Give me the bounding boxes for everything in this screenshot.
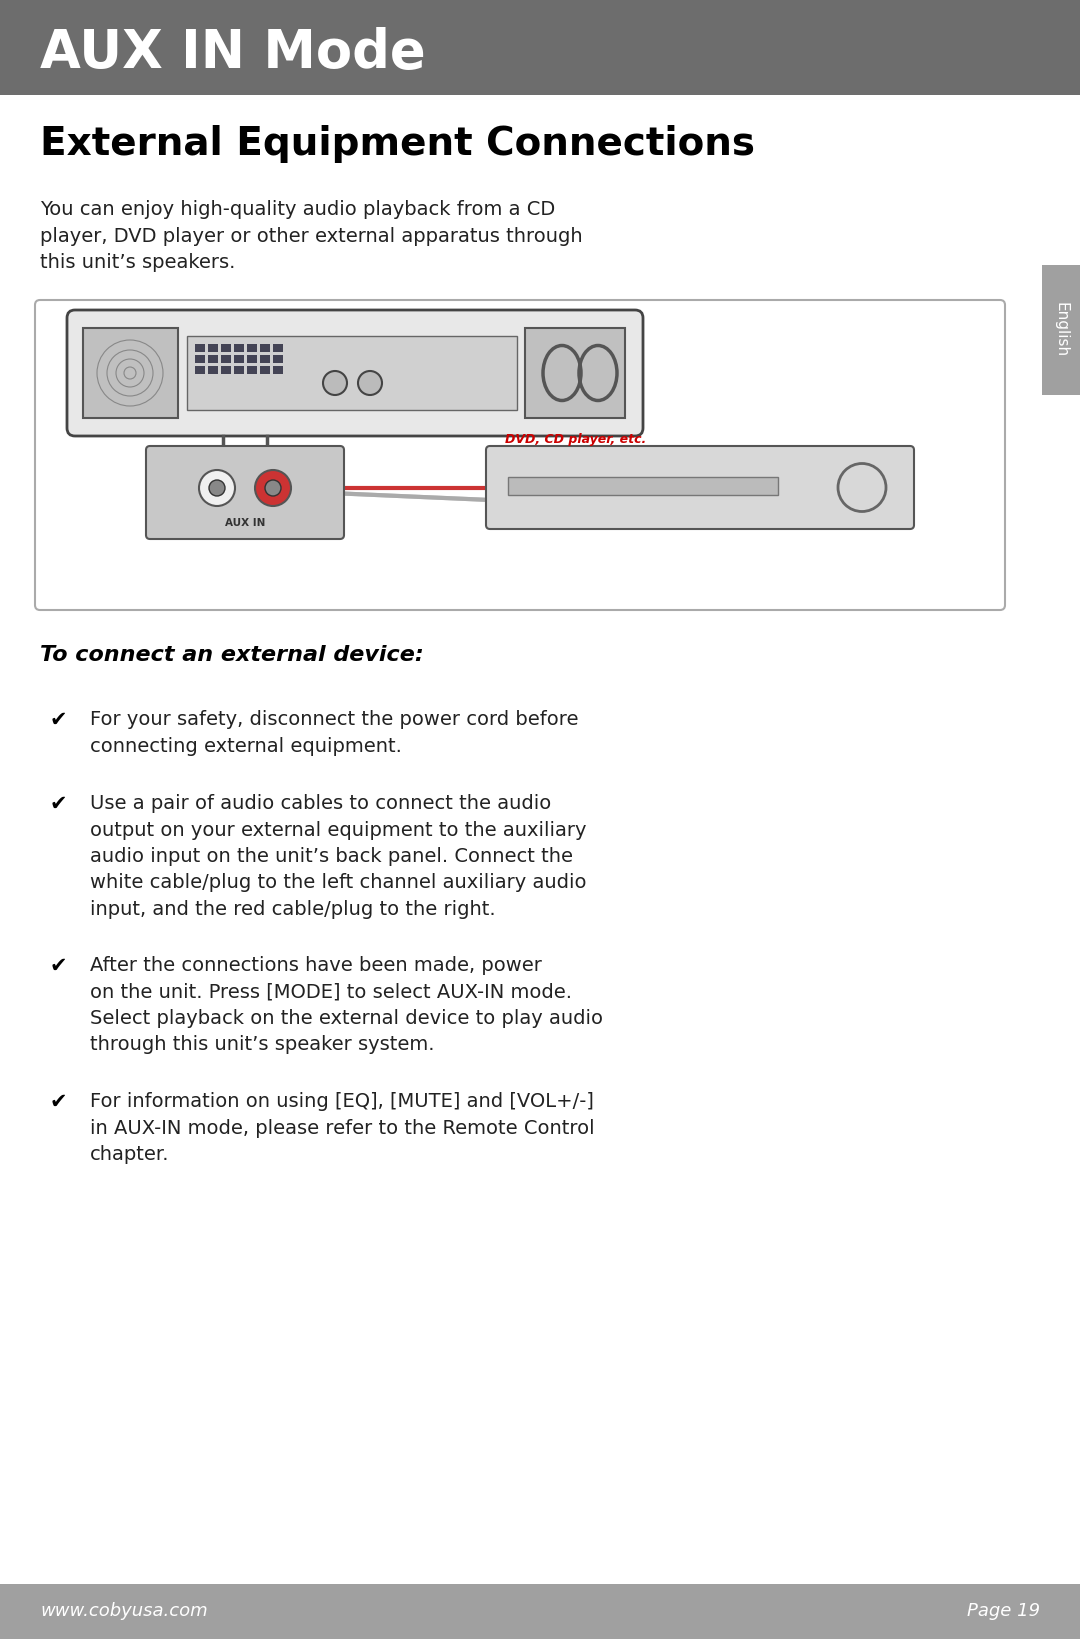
- Bar: [247, 344, 257, 352]
- Bar: [234, 365, 244, 374]
- Bar: [195, 344, 205, 352]
- Bar: [1042, 266, 1080, 395]
- Text: AUX IN Mode: AUX IN Mode: [40, 26, 426, 79]
- Bar: [260, 344, 270, 352]
- Bar: [221, 365, 231, 374]
- Bar: [187, 336, 517, 410]
- Text: After the connections have been made, power
on the unit. Press [MODE] to select : After the connections have been made, po…: [90, 956, 603, 1054]
- Text: Use a pair of audio cables to connect the audio
output on your external equipmen: Use a pair of audio cables to connect th…: [90, 793, 586, 919]
- Bar: [0, 1583, 1080, 1639]
- Bar: [260, 365, 270, 374]
- Text: ✔: ✔: [50, 1092, 67, 1111]
- Text: English: English: [1053, 303, 1068, 357]
- FancyBboxPatch shape: [486, 446, 914, 529]
- Text: To connect an external device:: To connect an external device:: [40, 646, 423, 665]
- Circle shape: [199, 470, 235, 506]
- Text: AUX IN: AUX IN: [225, 518, 266, 528]
- Bar: [508, 477, 778, 495]
- Bar: [247, 365, 257, 374]
- Bar: [208, 365, 218, 374]
- FancyBboxPatch shape: [67, 310, 643, 436]
- Bar: [260, 356, 270, 362]
- Bar: [273, 365, 283, 374]
- Text: ✔: ✔: [50, 710, 67, 729]
- Bar: [208, 344, 218, 352]
- Circle shape: [210, 480, 225, 497]
- Bar: [221, 344, 231, 352]
- Circle shape: [323, 370, 347, 395]
- Bar: [273, 344, 283, 352]
- Text: www.cobyusa.com: www.cobyusa.com: [40, 1603, 207, 1621]
- Bar: [247, 356, 257, 362]
- Bar: [83, 328, 178, 418]
- FancyBboxPatch shape: [146, 446, 345, 539]
- Text: For your safety, disconnect the power cord before
connecting external equipment.: For your safety, disconnect the power co…: [90, 710, 579, 756]
- Bar: [221, 356, 231, 362]
- Text: Page 19: Page 19: [967, 1603, 1040, 1621]
- Bar: [273, 356, 283, 362]
- Circle shape: [255, 470, 291, 506]
- Text: For information on using [EQ], [MUTE] and [VOL+/-]
in AUX-IN mode, please refer : For information on using [EQ], [MUTE] an…: [90, 1092, 595, 1164]
- Text: ✔: ✔: [50, 956, 67, 975]
- Bar: [234, 356, 244, 362]
- Bar: [0, 0, 1080, 95]
- FancyBboxPatch shape: [35, 300, 1005, 610]
- Bar: [234, 344, 244, 352]
- Bar: [525, 328, 625, 418]
- Text: DVD, CD player, etc.: DVD, CD player, etc.: [505, 433, 646, 446]
- Text: ✔: ✔: [50, 793, 67, 815]
- Circle shape: [357, 370, 382, 395]
- Bar: [208, 356, 218, 362]
- Text: External Equipment Connections: External Equipment Connections: [40, 125, 755, 162]
- Bar: [195, 356, 205, 362]
- Bar: [195, 365, 205, 374]
- Circle shape: [265, 480, 281, 497]
- Text: You can enjoy high-quality audio playback from a CD
player, DVD player or other : You can enjoy high-quality audio playbac…: [40, 200, 582, 272]
